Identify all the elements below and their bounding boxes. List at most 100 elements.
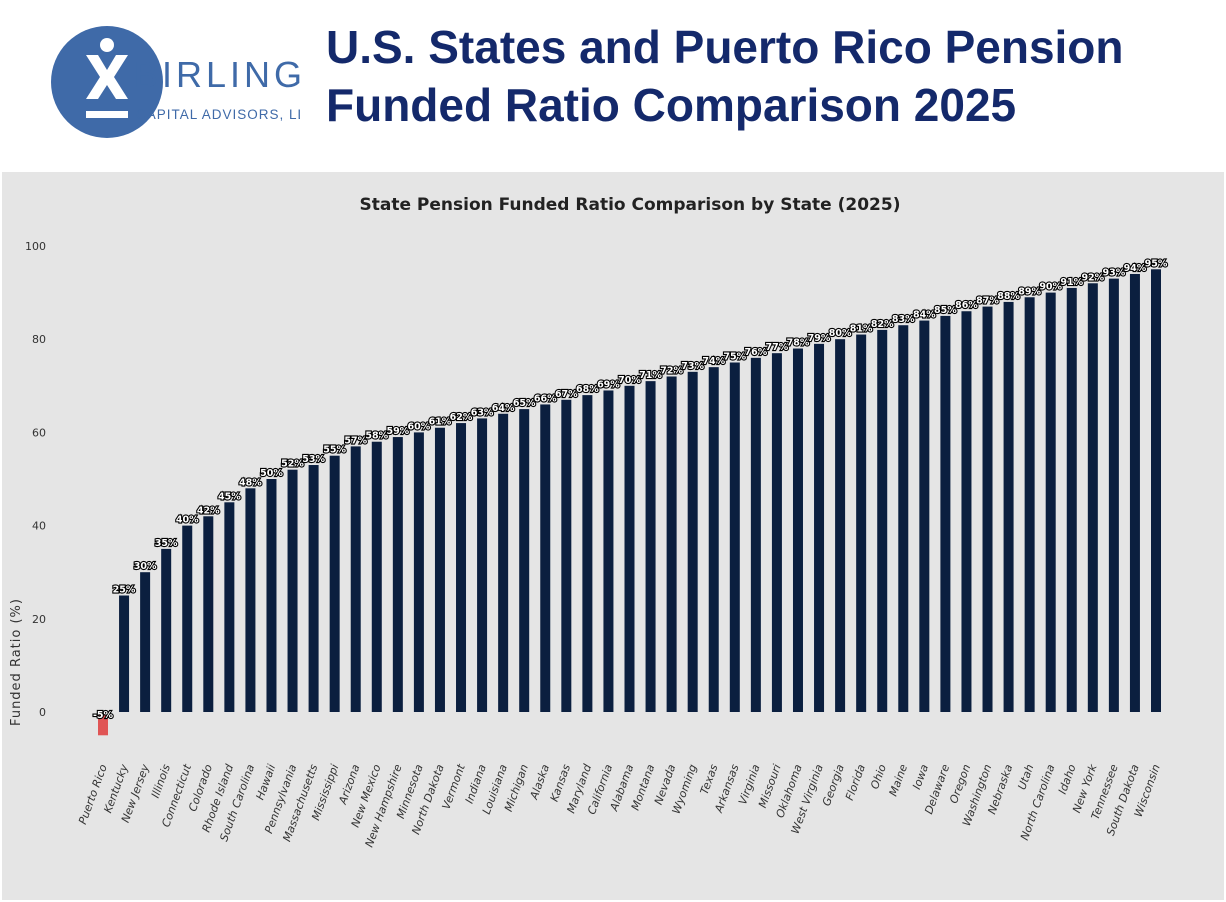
bar-puerto-rico [98,712,108,736]
data-label: 89% [1018,286,1041,297]
bar-maryland [582,395,593,712]
bar-north-dakota [434,427,445,712]
bar-arizona [350,446,361,712]
bar-new-jersey [140,572,151,712]
bar-rhode-island [224,502,235,712]
data-label: 45% [218,491,241,502]
data-label: 64% [492,403,515,414]
y-axis-label: Funded Ratio (%) [9,598,24,726]
bar-virginia [750,357,761,712]
bar-washington [982,306,993,712]
bar-south-dakota [1129,273,1140,712]
bar-massachusetts [308,465,319,712]
data-label: 92% [1081,272,1104,283]
data-label: 87% [976,296,999,307]
bar-arkansas [729,362,740,712]
data-label: 73% [681,361,704,372]
data-label: 81% [850,324,873,335]
data-label: 48% [239,477,262,488]
bar-missouri [771,353,782,712]
data-label: 59% [386,426,409,437]
bar-south-carolina [245,488,256,712]
data-label: 67% [555,389,578,400]
data-label: 82% [871,319,894,330]
data-label: 71% [639,370,662,381]
y-tick-label: 60 [32,426,46,439]
chart-title: State Pension Funded Ratio Comparison by… [359,195,900,215]
page-title-line2: Funded Ratio Comparison 2025 [326,79,1017,131]
data-label: 94% [1124,263,1147,274]
data-label: 78% [787,338,810,349]
bar-wisconsin [1151,269,1161,712]
data-label: 84% [913,310,936,321]
data-label: 77% [766,342,789,353]
data-label: 93% [1103,268,1126,279]
bar-wyoming [687,371,698,712]
data-label: -5% [93,710,114,721]
bar-hawaii [266,479,277,712]
bar-michigan [519,409,530,712]
bar-mississippi [329,455,340,712]
data-label: 50% [260,468,283,479]
bar-indiana [477,418,488,712]
data-label: 74% [702,356,725,367]
page-title: U.S. States and Puerto Rico Pension Fund… [326,18,1206,134]
y-tick-label: 0 [39,706,46,719]
bar-minnesota [413,432,424,712]
data-label: 70% [618,375,641,386]
bar-montana [645,381,656,712]
data-label: 69% [597,379,620,390]
bar-tennessee [1108,278,1119,712]
bar-iowa [919,320,930,712]
birling-logo: BIRLING CAPITAL ADVISORS, LLC [51,26,300,138]
bar-kentucky [119,595,130,712]
y-tick-label: 100 [25,240,46,253]
data-label: 58% [365,431,388,442]
data-label: 63% [471,407,494,418]
bar-kansas [561,399,572,712]
page-title-line1: U.S. States and Puerto Rico Pension [326,21,1124,73]
data-label: 80% [829,328,852,339]
data-label: 53% [302,454,325,465]
data-label: 76% [744,347,767,358]
data-label: 86% [955,300,978,311]
logo-subtitle: CAPITAL ADVISORS, LLC [136,107,300,122]
data-label: 25% [113,585,136,596]
data-label: 85% [934,305,957,316]
bar-alaska [540,404,551,712]
data-label: 88% [997,291,1020,302]
y-tick-label: 20 [32,613,46,626]
bar-colorado [203,516,214,712]
bar-connecticut [182,525,193,712]
logo-figure-icon [86,38,128,118]
logo-name: BIRLING [134,54,300,95]
bar-new-york [1087,283,1098,712]
bar-oregon [961,311,972,712]
data-label: 75% [723,352,746,363]
data-label: 62% [450,412,473,423]
data-label: 90% [1039,282,1062,293]
bar-oklahoma [792,348,803,712]
y-tick-label: 80 [32,333,46,346]
data-label: 72% [660,365,683,376]
bar-delaware [940,315,951,712]
bar-utah [1024,297,1035,712]
bar-florida [856,334,867,712]
data-label: 60% [408,421,431,432]
bar-nebraska [1003,301,1014,712]
funded-ratio-bar-chart: State Pension Funded Ratio Comparison by… [2,172,1224,900]
data-label: 55% [323,445,346,456]
bar-louisiana [498,413,509,712]
data-label: 95% [1145,258,1168,269]
data-label: 65% [513,398,536,409]
bar-new-hampshire [392,437,403,712]
data-label: 83% [892,314,915,325]
bar-idaho [1066,287,1077,712]
bar-pennsylvania [287,469,298,712]
data-label: 79% [808,333,831,344]
bar-vermont [456,423,467,712]
bar-nevada [666,376,677,712]
data-label: 91% [1060,277,1083,288]
bar-california [603,390,614,712]
data-label: 66% [534,393,557,404]
